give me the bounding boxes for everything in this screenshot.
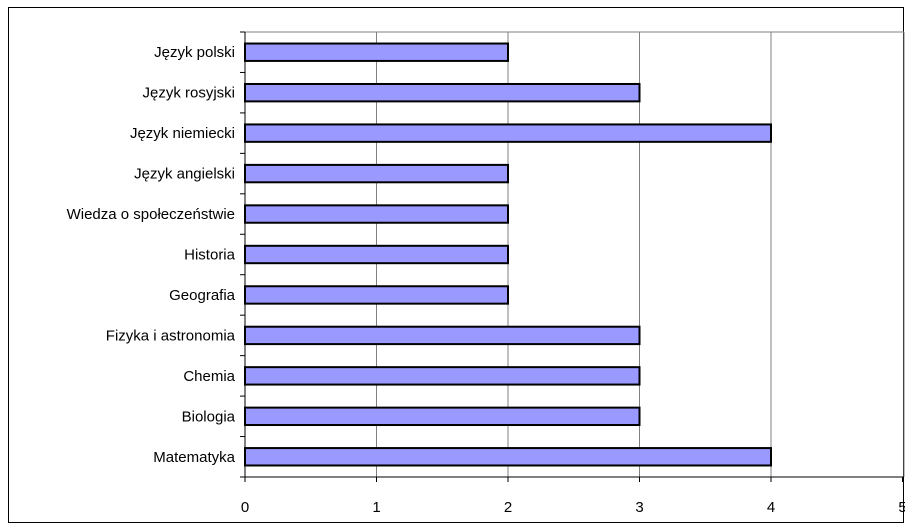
bar-1 xyxy=(244,82,641,103)
category-label-0: Język polski xyxy=(154,44,235,61)
category-label-7: Fizyka i astronomia xyxy=(106,327,236,344)
category-label-4: Wiedza o społeczeństwie xyxy=(67,206,235,223)
bar-6 xyxy=(244,285,509,305)
bar-5 xyxy=(244,244,509,265)
category-label-6: Geografia xyxy=(169,287,236,304)
bar-2 xyxy=(244,123,772,143)
category-label-1: Język rosyjski xyxy=(142,85,235,102)
x-tick-label-5: 5 xyxy=(898,499,905,516)
category-label-3: Język angielski xyxy=(134,166,235,183)
bar-8 xyxy=(244,366,641,386)
x-tick-label-0: 0 xyxy=(241,499,249,516)
bar-7 xyxy=(244,325,641,346)
category-label-9: Biologia xyxy=(182,408,236,425)
x-tick-label-3: 3 xyxy=(635,499,643,516)
x-tick-label-2: 2 xyxy=(504,499,512,516)
category-label-2: Język niemiecki xyxy=(130,125,235,142)
bar-4 xyxy=(244,204,509,224)
bar-chart: Język polski Język rosyjski Język niemieck… xyxy=(67,31,905,516)
bar-10 xyxy=(244,447,772,467)
category-label-8: Chemia xyxy=(183,368,235,385)
x-tick-label-4: 4 xyxy=(767,499,775,516)
chart-frame: Język polski Język rosyjski Język niemieck… xyxy=(8,7,905,523)
category-label-10: Matematyka xyxy=(153,449,235,466)
category-label-5: Historia xyxy=(184,247,236,264)
x-tick-label-1: 1 xyxy=(372,499,380,516)
bar-0 xyxy=(244,42,509,62)
bar-9 xyxy=(244,406,641,427)
bar-3 xyxy=(244,163,509,184)
